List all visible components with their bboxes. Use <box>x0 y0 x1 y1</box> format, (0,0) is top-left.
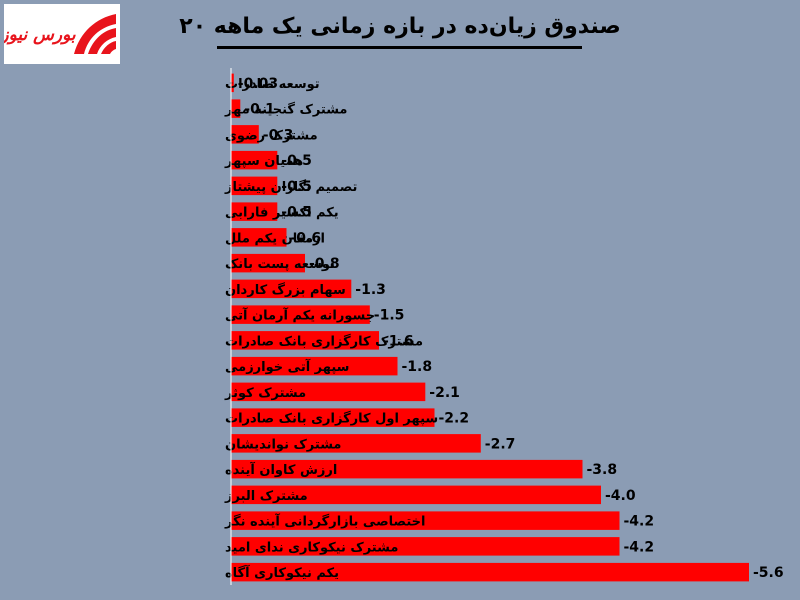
category-label: توسعه صادرات <box>225 77 320 92</box>
category-label: مشترک رضوی <box>225 128 318 143</box>
value-label: -0.6 <box>291 230 322 246</box>
bar <box>231 459 583 479</box>
value-label: -3.8 <box>587 462 618 478</box>
bar <box>231 150 278 170</box>
bar <box>231 253 305 273</box>
value-label: -2.7 <box>485 436 516 452</box>
bar <box>231 434 481 453</box>
bar <box>231 537 620 556</box>
category-label: مشترک گنجینه مهر <box>224 102 347 118</box>
bar <box>231 305 370 324</box>
bar <box>231 228 287 247</box>
category-label: یکم نیکوکاری آگاه <box>225 564 339 581</box>
category-label: یکم اکسیر فارابی <box>225 206 339 221</box>
bar <box>231 408 435 427</box>
value-label: -0.5 <box>281 179 312 195</box>
category-label: سپهر اول کارگزاری بانک صادرات <box>225 411 438 427</box>
category-label: مشترک البرز <box>224 489 308 504</box>
category-label: مشترک نیکوکاری ندای امید <box>225 540 398 555</box>
category-label: ارزش کاوان آینده <box>225 461 337 478</box>
value-label: -1.8 <box>402 359 433 375</box>
category-label: تصمیم نگاران پیشتاز <box>224 179 357 195</box>
category-label: اختصاصی بازارگردانی آینده نگر <box>224 513 425 530</box>
value-label: -4.0 <box>605 488 636 504</box>
chart-title: ۲۰ صندوق زیان‌ده در بازه زمانی یک ماهه <box>179 14 621 39</box>
logo: بورس نیوز <box>0 4 120 64</box>
value-label: -5.6 <box>753 565 784 581</box>
category-label: سهام بزرگ کاردان <box>225 281 346 298</box>
bourse-news-logo-icon: بورس نیوز <box>0 14 116 54</box>
value-label: -2.1 <box>429 385 460 401</box>
category-label: جسورانه یکم آرمان آتی <box>225 307 375 324</box>
bar <box>231 356 398 376</box>
value-label: -0.1 <box>244 102 275 118</box>
value-label: -1.6 <box>383 333 414 349</box>
category-label: مشترک کوثر <box>224 386 306 401</box>
value-label: -0.5 <box>281 205 312 221</box>
bar <box>231 511 620 530</box>
bar <box>231 485 601 505</box>
category-label: توسعه پست بانک <box>225 257 335 272</box>
bar <box>231 73 234 93</box>
value-label: -0.5 <box>281 153 312 169</box>
bar <box>231 331 379 350</box>
bar <box>231 382 426 402</box>
bar <box>231 562 749 582</box>
title-underline <box>217 46 582 49</box>
value-label: -4.2 <box>624 539 655 555</box>
value-label: -0.3 <box>263 127 294 143</box>
logo-text: بورس نیوز <box>4 25 76 45</box>
category-label: مشترک کارگزاری بانک صادرات <box>225 333 423 349</box>
value-label: -0.8 <box>309 256 340 272</box>
value-label: -4.2 <box>624 514 655 530</box>
bar <box>231 99 241 118</box>
bar <box>231 125 259 144</box>
category-label: ارمغان یکم ملل <box>225 231 325 246</box>
category-label: همیان سپهر <box>224 154 303 169</box>
bar <box>231 202 278 221</box>
bar <box>231 279 352 299</box>
category-label: مشترک نواندیشان <box>225 437 341 452</box>
value-label: -0.03 <box>238 76 278 92</box>
category-label: سپهر آتی خوارزمی <box>225 358 349 375</box>
value-label: -1.5 <box>374 308 405 324</box>
value-label: -2.2 <box>439 411 470 427</box>
bar <box>231 176 278 196</box>
value-label: -1.3 <box>355 282 386 298</box>
